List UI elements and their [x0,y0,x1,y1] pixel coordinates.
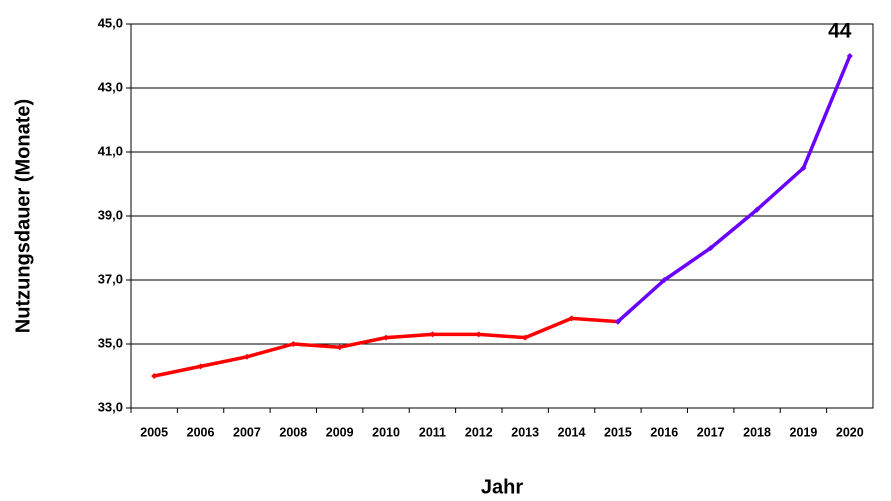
y-tick-label: 43,0 [98,79,123,94]
y-tick-label: 45,0 [98,15,123,30]
y-tick-label: 35,0 [98,335,123,350]
y-tick-label: 41,0 [98,143,123,158]
data-marker [800,165,807,171]
x-axis-title: Jahr [481,476,523,498]
data-marker [290,341,297,347]
data-marker [475,331,482,338]
data-marker [383,334,390,341]
x-tick-label: 2006 [187,425,215,439]
x-tick-label: 2011 [419,425,446,439]
x-tick-label: 2015 [604,425,632,439]
y-tick-label: 33,0 [98,399,123,414]
data-marker [243,353,250,360]
data-marker [429,331,436,338]
x-tick-label: 2018 [743,425,771,439]
data-marker [197,363,204,370]
data-marker [568,315,575,322]
data-marker [846,53,853,59]
y-tick-label: 37,0 [98,271,123,286]
x-tick-label: 2013 [511,425,539,439]
x-tick-label: 2017 [697,425,725,439]
x-tick-label: 2014 [558,425,586,439]
x-tick-label: 2020 [836,425,864,439]
y-tick-label: 39,0 [98,207,123,222]
x-tick-label: 2007 [233,425,261,439]
x-tick-label: 2019 [790,425,818,439]
x-tick-label: 2008 [279,425,307,439]
data-label: 44 [828,20,852,43]
data-line [616,55,852,323]
data-marker [151,373,158,379]
x-tick-label: 2012 [465,425,493,439]
y-axis-title: Nutzungsdauer (Monate) [12,99,34,333]
data-marker [614,318,621,325]
data-marker [336,344,343,351]
data-marker [707,245,714,251]
data-marker [661,277,668,283]
data-line [153,316,619,378]
x-tick-label: 2010 [372,425,400,439]
x-tick-label: 2005 [140,425,168,439]
x-tick-label: 2009 [326,425,354,439]
data-marker [522,334,529,341]
data-marker [754,206,761,213]
x-tick-label: 2016 [650,425,678,439]
